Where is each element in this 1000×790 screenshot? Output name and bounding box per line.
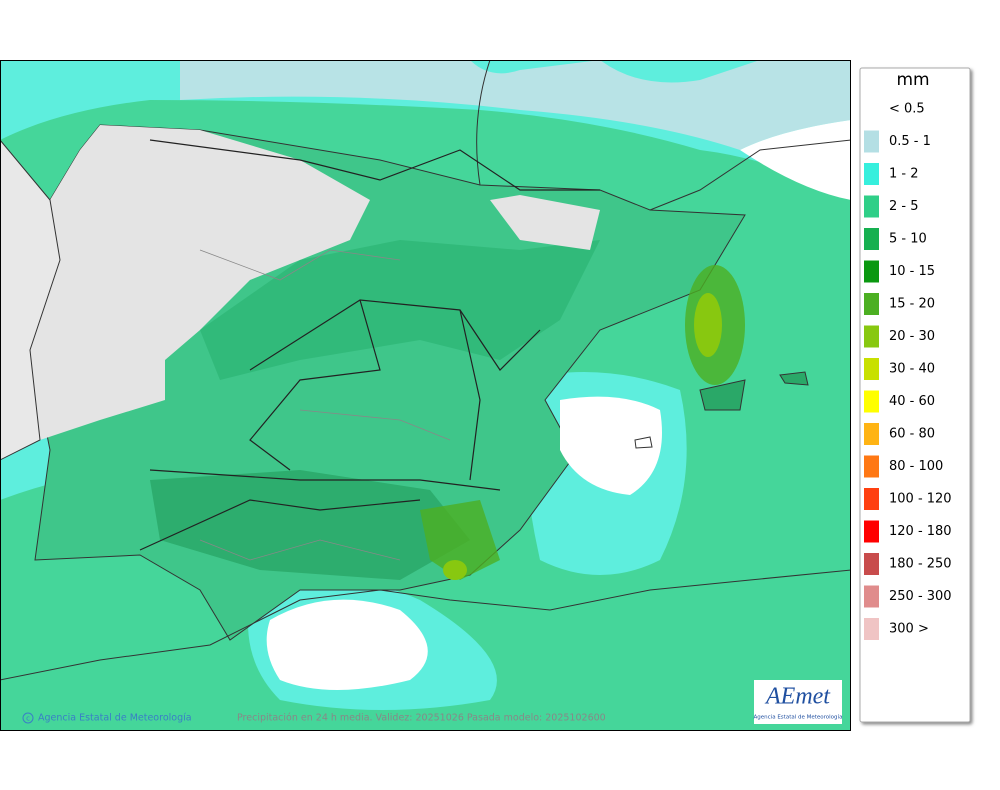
legend-swatch <box>864 423 879 445</box>
copyright-c: c <box>26 715 30 723</box>
legend-label: 120 - 180 <box>889 524 952 539</box>
legend-label: 0.5 - 1 <box>889 134 931 149</box>
legend-label: 300 > <box>889 622 929 637</box>
legend-label: < 0.5 <box>889 102 925 117</box>
legend-label: 1 - 2 <box>889 167 919 182</box>
legend-title: mm <box>896 70 929 90</box>
legend-box <box>859 67 971 723</box>
legend-swatch <box>864 163 879 185</box>
legend-swatch <box>864 488 879 510</box>
legend-swatch <box>864 553 879 575</box>
legend-label: 180 - 250 <box>889 557 952 572</box>
legend-label: 15 - 20 <box>889 297 935 312</box>
map <box>1 61 850 730</box>
credit: Agencia Estatal de Meteorología <box>38 713 192 724</box>
legend-label: 80 - 100 <box>889 459 943 474</box>
legend-swatch <box>864 585 879 608</box>
legend-swatch <box>864 325 879 348</box>
legend-swatch <box>864 228 879 250</box>
legend-label: 2 - 5 <box>889 199 919 214</box>
legend-swatch <box>864 260 879 283</box>
legend-label: 10 - 15 <box>889 264 935 279</box>
legend: < 0.5 0.5 - 1 1 - 2 2 - 5 5 - 10 10 - 15 15 - … <box>864 98 952 640</box>
legend-swatch <box>864 520 879 543</box>
legend-label: 100 - 120 <box>889 492 952 507</box>
logo-subtitle: Agencia Estatal de Meteorología <box>754 714 843 721</box>
legend-label: 30 - 40 <box>889 362 935 377</box>
legend-label: 20 - 30 <box>889 329 935 344</box>
legend-swatch <box>864 390 879 413</box>
legend-swatch <box>864 195 879 218</box>
caption: Precipitación en 24 h media. Validez: 20… <box>237 713 606 724</box>
legend-swatch <box>864 130 879 153</box>
copyright-icon <box>22 712 34 724</box>
legend-swatch <box>864 618 879 640</box>
legend-label: 60 - 80 <box>889 427 935 442</box>
map-frame <box>0 60 851 731</box>
legend-label: 5 - 10 <box>889 232 927 247</box>
legend-swatch <box>864 358 879 380</box>
legend-swatch <box>864 293 879 315</box>
logo-box <box>754 680 842 724</box>
legend-swatch <box>864 455 879 478</box>
legend-label: 40 - 60 <box>889 394 935 409</box>
legend-label: 250 - 300 <box>889 589 952 604</box>
logo-name: AEmet <box>764 684 831 710</box>
logo: AEmet Agencia Estatal de Meteorología <box>754 680 843 724</box>
legend-swatch <box>864 98 879 120</box>
